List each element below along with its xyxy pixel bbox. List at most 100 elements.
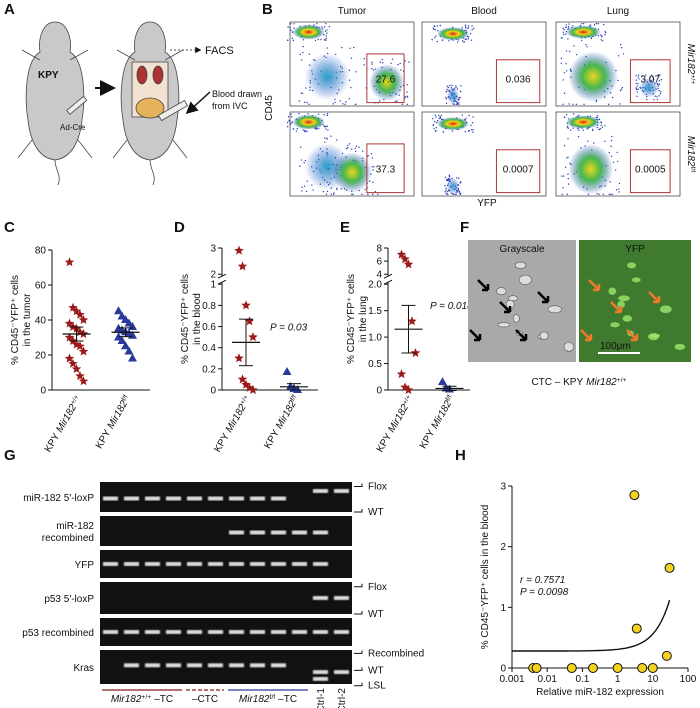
gate	[629, 59, 671, 104]
event-dot	[561, 193, 563, 196]
event-dot	[651, 76, 654, 78]
event-dot	[604, 32, 607, 34]
event-dot	[447, 178, 450, 180]
event-dot	[600, 39, 602, 41]
event-dot	[445, 98, 448, 100]
axis-break	[383, 279, 393, 285]
event-dot	[593, 24, 596, 26]
event-dot	[290, 113, 292, 115]
event-dot	[608, 193, 610, 196]
event-dot	[325, 128, 327, 130]
event-dot	[377, 193, 379, 196]
event-dot	[470, 129, 473, 131]
gel-band	[271, 562, 286, 566]
event-dot	[582, 129, 585, 131]
event-density	[446, 177, 460, 195]
event-dot	[635, 82, 637, 85]
y-tick-label: 1.5	[368, 306, 382, 317]
event-dot	[296, 127, 299, 130]
event-dot	[562, 103, 564, 106]
gene: Mir182	[54, 402, 79, 434]
event-dot	[326, 114, 329, 117]
cell	[512, 314, 520, 323]
blood-note: Blood drawn	[212, 89, 262, 99]
y-tick-label: 8	[376, 244, 382, 255]
event-dot	[451, 84, 453, 87]
event-dot	[298, 112, 300, 115]
event-dot	[572, 25, 574, 27]
event-dot	[582, 22, 585, 25]
event-dot	[641, 75, 643, 77]
event-dot	[573, 45, 575, 47]
annotation: P = 0.0098	[520, 587, 569, 598]
event-dot	[324, 137, 326, 139]
event-dot	[353, 46, 355, 49]
event-dot	[307, 112, 309, 115]
data-point	[400, 382, 410, 392]
axis-label: CD45	[264, 95, 275, 121]
event-dot	[330, 135, 332, 137]
event-dot	[447, 193, 449, 196]
event-dot	[352, 193, 354, 196]
event-dot	[290, 29, 292, 31]
event-dot	[325, 22, 327, 25]
event-dot	[406, 95, 408, 97]
event-dot	[598, 193, 600, 196]
event-dot	[562, 175, 565, 177]
event-dot	[406, 84, 408, 86]
event-dot	[354, 103, 357, 106]
x-axis-label: Relative miR-182 expression	[536, 687, 664, 698]
event-dot	[324, 141, 326, 143]
data-point	[71, 306, 82, 316]
gene: Mir182	[105, 399, 130, 431]
event-dot	[404, 96, 407, 98]
event-dot	[602, 40, 604, 42]
fluorescent-cell	[608, 287, 617, 295]
event-dot	[563, 33, 565, 36]
event-dot	[397, 63, 399, 66]
event-dot	[575, 103, 578, 106]
event-dot	[635, 74, 637, 77]
event-dot	[604, 125, 606, 127]
gel-band	[334, 489, 349, 493]
event-dot	[467, 38, 470, 40]
event-dot	[441, 39, 444, 42]
data-point	[75, 327, 85, 337]
gel-row-label: recombined	[42, 533, 94, 544]
axis-break	[217, 279, 227, 285]
gel-row-label: p53 recombined	[22, 628, 94, 639]
genotype: +/+	[401, 394, 412, 406]
data-point	[237, 374, 248, 384]
event-dot	[291, 122, 293, 124]
event-dot	[607, 103, 610, 106]
event-dot	[302, 51, 304, 54]
event-dot	[350, 57, 353, 59]
event-dot	[565, 26, 567, 28]
y-axis-label: % CD45⁻YFP⁺ cells	[10, 275, 21, 365]
event-dot	[342, 103, 344, 105]
event-dot	[604, 30, 606, 33]
event-dot	[445, 187, 447, 190]
event-dot	[328, 25, 331, 28]
event-dot	[658, 75, 660, 77]
event-dot	[336, 139, 338, 141]
event-dot	[567, 38, 569, 40]
event-dot	[456, 102, 459, 105]
event-dot	[563, 92, 566, 94]
event-dot	[471, 122, 474, 124]
gel-band	[187, 663, 202, 668]
event-dot	[336, 187, 338, 189]
event-density	[292, 114, 325, 130]
label-prefix: KPY	[375, 431, 395, 454]
event-dot	[432, 124, 435, 126]
gel-band	[187, 496, 202, 501]
data-point	[244, 382, 255, 392]
event-dot	[444, 176, 447, 179]
data-point	[64, 332, 75, 342]
event-dot	[370, 152, 373, 155]
event-dot	[592, 128, 594, 131]
data-point	[241, 379, 251, 389]
event-dot	[464, 24, 467, 26]
event-dot	[459, 91, 462, 93]
